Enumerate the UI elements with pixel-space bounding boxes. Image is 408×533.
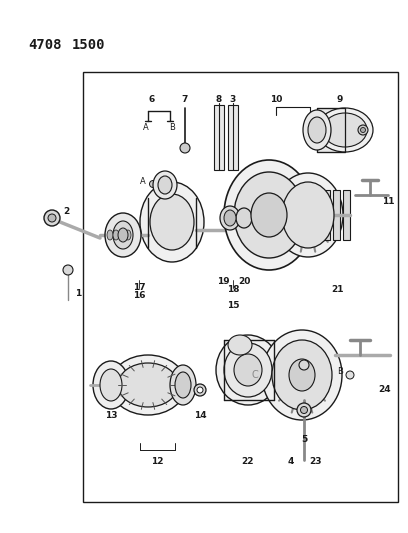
Ellipse shape	[224, 343, 272, 397]
Ellipse shape	[175, 372, 191, 398]
Ellipse shape	[93, 361, 129, 409]
Bar	[333, 190, 340, 240]
Text: 12: 12	[151, 457, 163, 466]
Bar	[228, 105, 238, 170]
Ellipse shape	[113, 230, 119, 240]
Ellipse shape	[282, 182, 334, 248]
Ellipse shape	[63, 265, 73, 275]
Ellipse shape	[158, 176, 172, 194]
Ellipse shape	[224, 210, 236, 226]
Ellipse shape	[323, 113, 367, 147]
Ellipse shape	[251, 193, 287, 237]
Text: C: C	[252, 370, 258, 380]
Text: 13: 13	[105, 410, 117, 419]
Text: 1500: 1500	[72, 38, 106, 52]
Bar	[343, 190, 350, 240]
Ellipse shape	[140, 182, 204, 262]
Text: 7: 7	[182, 95, 188, 104]
Text: 4708: 4708	[28, 38, 62, 52]
Ellipse shape	[216, 335, 280, 405]
Ellipse shape	[150, 194, 194, 250]
Ellipse shape	[119, 230, 125, 240]
Ellipse shape	[48, 214, 56, 222]
Ellipse shape	[220, 206, 240, 230]
Text: 16: 16	[133, 290, 145, 300]
Ellipse shape	[272, 340, 332, 410]
Text: A: A	[143, 123, 149, 132]
Text: 5: 5	[301, 435, 307, 445]
Bar	[224, 340, 274, 400]
Text: 17: 17	[133, 282, 145, 292]
Ellipse shape	[118, 228, 128, 242]
Text: B: B	[337, 367, 343, 376]
Ellipse shape	[297, 403, 311, 417]
Text: 4: 4	[288, 457, 294, 466]
Text: 15: 15	[227, 301, 239, 310]
Text: B: B	[169, 123, 175, 132]
Text: 6: 6	[149, 95, 155, 104]
Text: 1: 1	[75, 288, 81, 297]
Text: 10: 10	[270, 95, 282, 104]
Text: 18: 18	[227, 286, 239, 295]
Ellipse shape	[361, 127, 366, 133]
Ellipse shape	[197, 387, 203, 393]
Ellipse shape	[224, 160, 314, 270]
Text: 21: 21	[332, 286, 344, 295]
Ellipse shape	[118, 363, 178, 407]
Text: 24: 24	[379, 385, 391, 394]
Bar	[323, 190, 330, 240]
Text: 3: 3	[230, 95, 236, 104]
Ellipse shape	[105, 213, 141, 257]
Ellipse shape	[170, 365, 196, 405]
Text: A: A	[140, 177, 146, 187]
Bar	[83, 72, 398, 502]
Text: 8: 8	[216, 95, 222, 104]
Ellipse shape	[44, 210, 60, 226]
Text: 2: 2	[63, 207, 69, 216]
Ellipse shape	[100, 369, 122, 401]
Ellipse shape	[273, 173, 343, 257]
Ellipse shape	[110, 355, 186, 415]
Ellipse shape	[234, 172, 304, 258]
Ellipse shape	[149, 181, 157, 188]
Text: 19: 19	[217, 277, 229, 286]
Ellipse shape	[234, 354, 262, 386]
Bar	[214, 105, 224, 170]
Ellipse shape	[317, 108, 373, 152]
Ellipse shape	[308, 117, 326, 143]
Bar	[317, 108, 345, 152]
Text: 20: 20	[238, 277, 250, 286]
Text: 11: 11	[382, 198, 394, 206]
Ellipse shape	[125, 230, 131, 240]
Ellipse shape	[153, 171, 177, 199]
Ellipse shape	[262, 330, 342, 420]
Text: 23: 23	[310, 457, 322, 466]
Ellipse shape	[180, 143, 190, 153]
Ellipse shape	[301, 407, 308, 414]
Bar	[148, 198, 196, 248]
Text: 14: 14	[194, 410, 206, 419]
Ellipse shape	[236, 208, 252, 228]
Ellipse shape	[228, 335, 252, 355]
Ellipse shape	[113, 221, 133, 249]
Ellipse shape	[299, 360, 309, 370]
Text: 22: 22	[242, 457, 254, 466]
Text: 9: 9	[337, 95, 343, 104]
Ellipse shape	[107, 230, 113, 240]
Ellipse shape	[303, 110, 331, 150]
Ellipse shape	[358, 125, 368, 135]
Ellipse shape	[289, 359, 315, 391]
Ellipse shape	[194, 384, 206, 396]
Ellipse shape	[346, 371, 354, 379]
